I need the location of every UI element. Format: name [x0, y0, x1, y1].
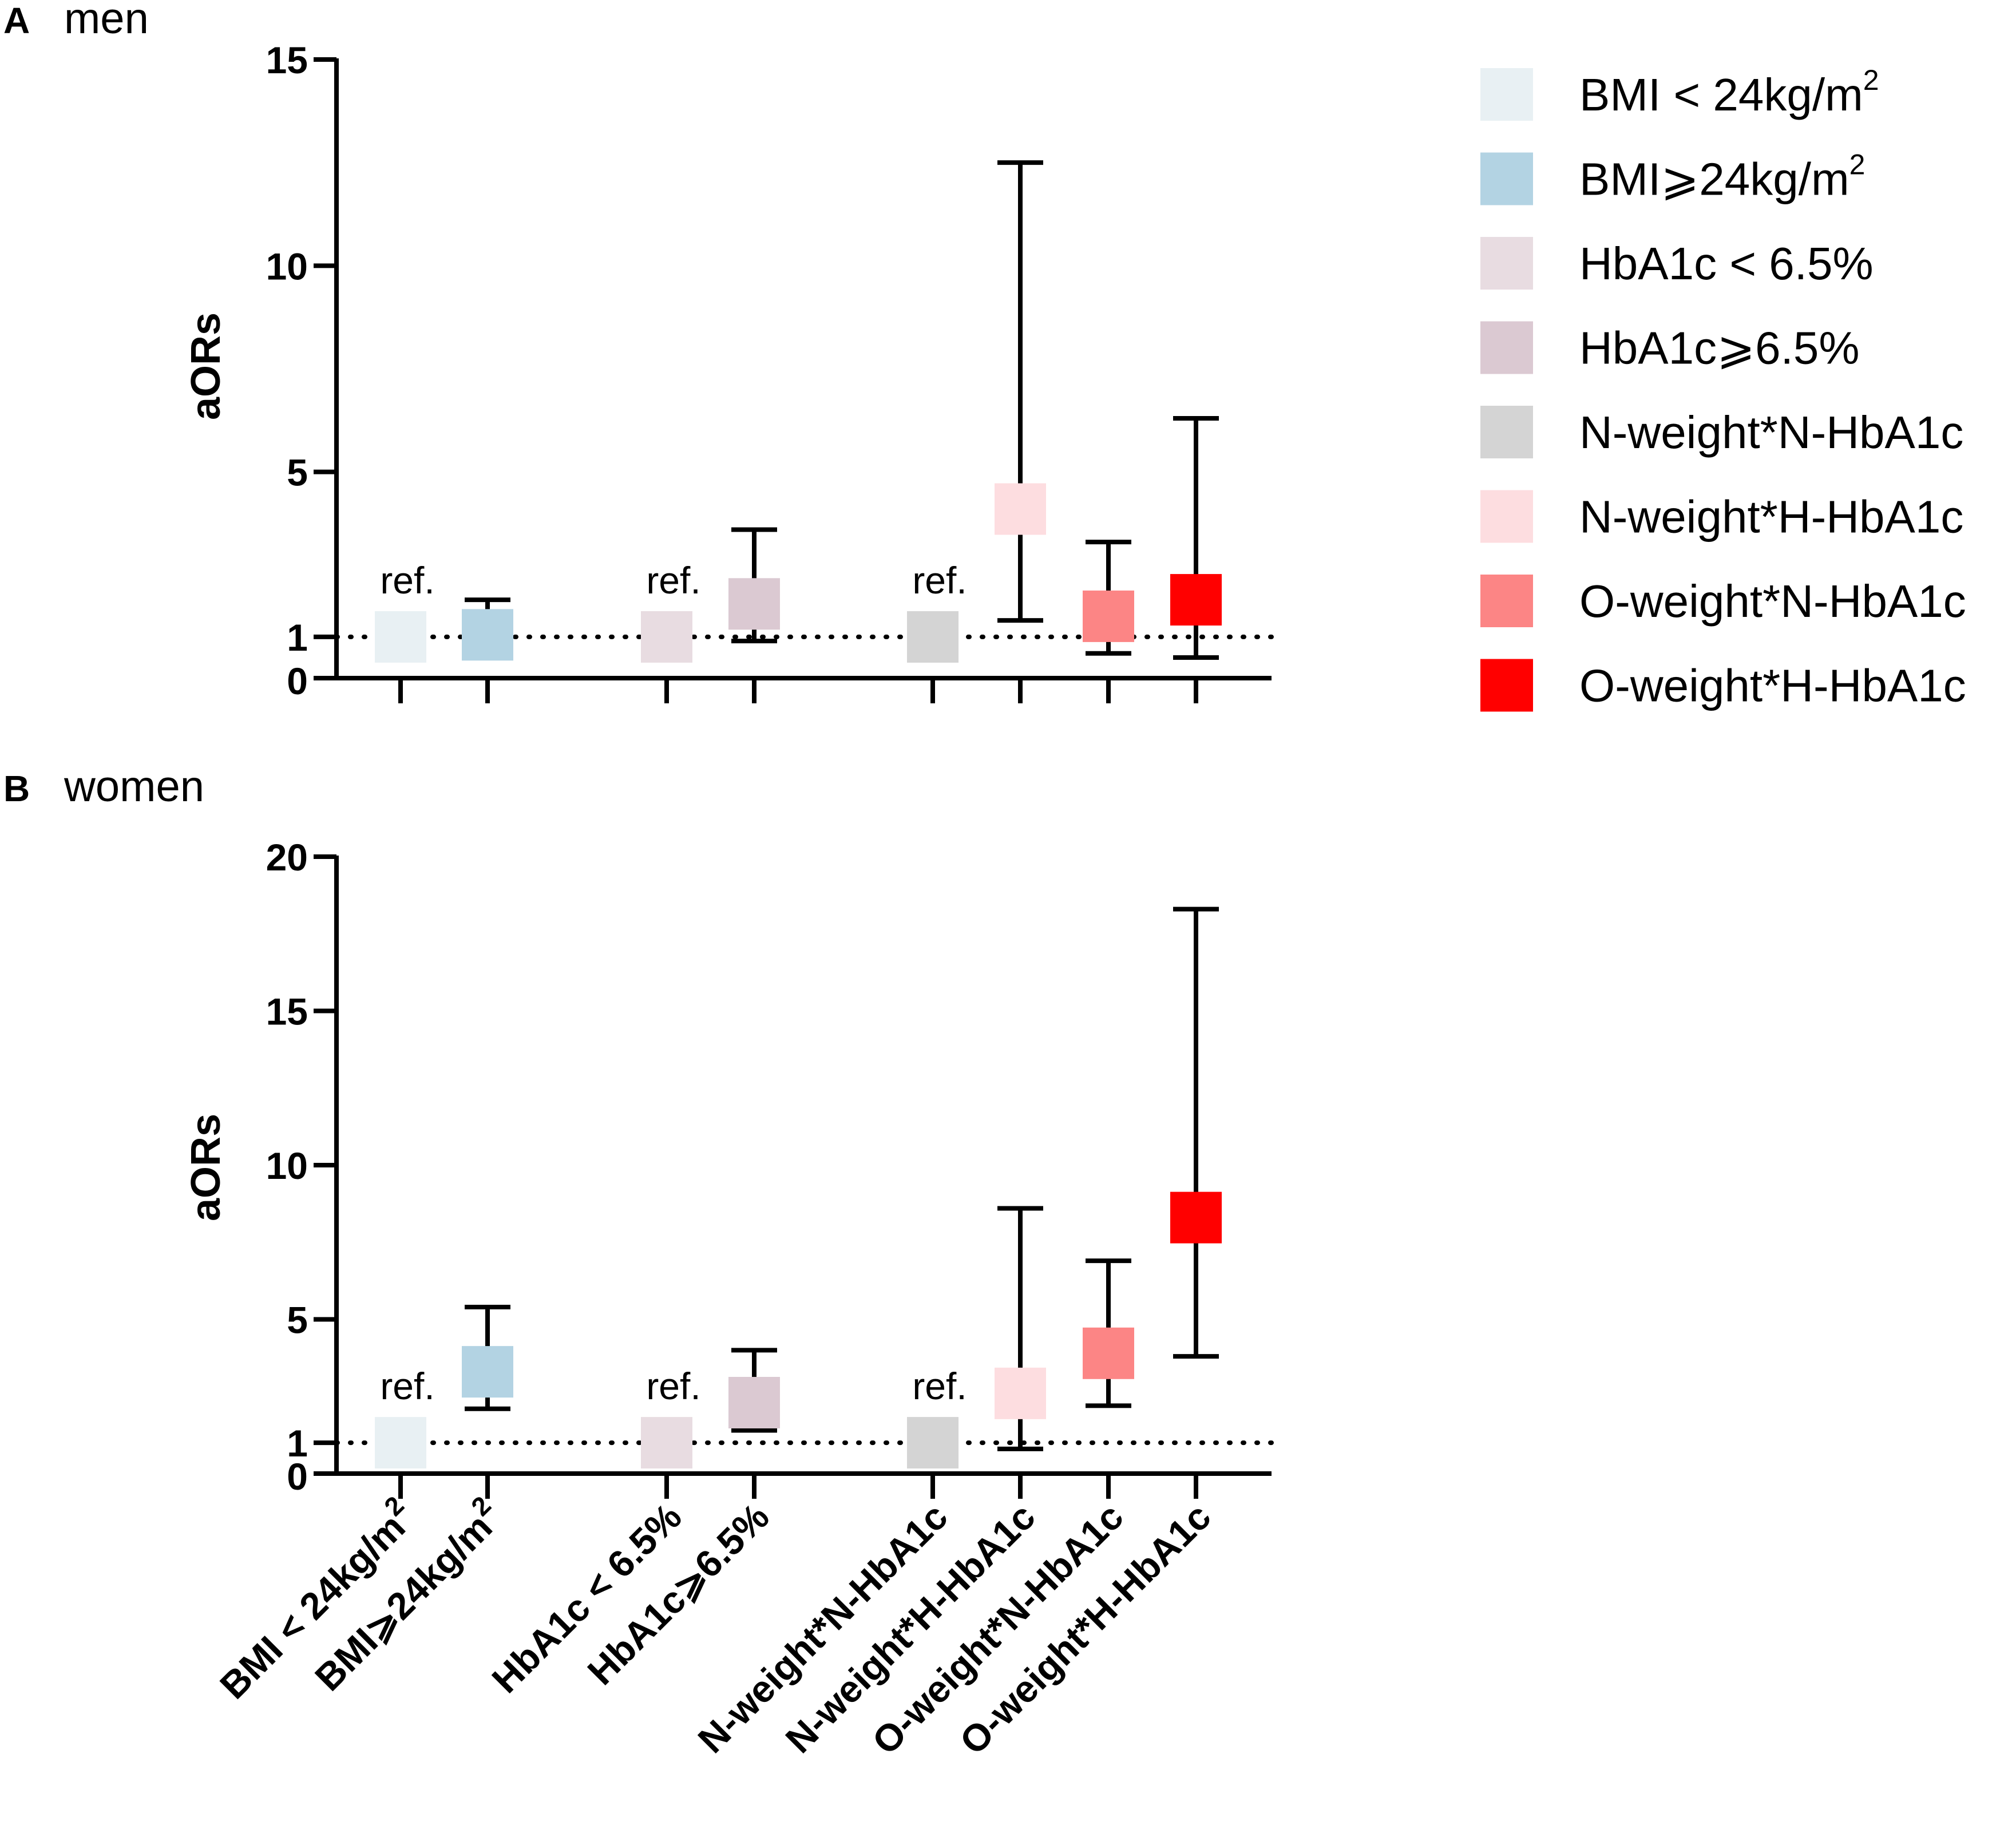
- panel-a-y-axis-label: aORs: [183, 312, 229, 420]
- panel-b-point-marker: [1083, 1327, 1134, 1379]
- legend-entry-text: O-weight*N-HbA1c: [1579, 576, 1966, 627]
- legend-entry-text: BMI < 24kg/m: [1579, 69, 1863, 120]
- panel-b-point-marker: [907, 1417, 959, 1469]
- panel-b-point-marker: [375, 1417, 426, 1469]
- panel-b-point-marker: [995, 1367, 1046, 1419]
- legend-entry-label: BMI⩾24kg/m2: [1579, 149, 1865, 205]
- legend-entry-label: N-weight*N-HbA1c: [1579, 407, 1963, 458]
- panel-b-y-tick-label: 15: [266, 991, 308, 1033]
- legend-entry-label: O-weight*N-HbA1c: [1579, 576, 1966, 627]
- legend-swatch: [1480, 406, 1533, 458]
- panel-a-point-marker: [1083, 590, 1134, 642]
- panel-a-point-marker: [728, 578, 780, 630]
- legend-entry-text: N-weight*N-HbA1c: [1579, 407, 1963, 458]
- panel-a-y-tick-label: 15: [266, 39, 308, 81]
- panel-b-y-tick-label: 1: [287, 1422, 308, 1464]
- legend-swatch: [1480, 575, 1533, 627]
- legend-swatch: [1480, 68, 1533, 121]
- panel-b-y-tick-label: 20: [266, 836, 308, 878]
- legend-entry-label: HbA1c < 6.5%: [1579, 238, 1874, 289]
- panel-a-point-marker: [1170, 574, 1222, 626]
- panel-a-title: men: [64, 0, 149, 43]
- panel-a-point-marker: [995, 483, 1046, 535]
- legend-entry-text: O-weight*H-HbA1c: [1579, 660, 1966, 711]
- panel-b-point-marker: [728, 1377, 780, 1429]
- panel-a-ref-label: ref.: [380, 559, 434, 601]
- panel-b-point-marker: [462, 1346, 513, 1398]
- panel-a-point-marker: [462, 609, 513, 661]
- panel-b-y-tick-label: 10: [266, 1145, 308, 1187]
- legend-entry-label: HbA1c⩾6.5%: [1579, 323, 1860, 374]
- panel-b-y-tick-label: 0: [287, 1455, 308, 1498]
- legend-entry-label: BMI < 24kg/m2: [1579, 64, 1879, 120]
- legend-swatch: [1480, 152, 1533, 205]
- legend-entry-superscript: 2: [1863, 64, 1879, 96]
- legend-swatch: [1480, 659, 1533, 712]
- legend-entry-label: N-weight*H-HbA1c: [1579, 492, 1963, 543]
- legend-entry-superscript: 2: [1849, 149, 1866, 181]
- panel-b-title: women: [64, 762, 204, 811]
- panel-a-point-marker: [907, 611, 959, 663]
- legend-entry-label: O-weight*H-HbA1c: [1579, 660, 1966, 711]
- panel-a-point-marker: [375, 611, 426, 663]
- panel-a-point-marker: [641, 611, 692, 663]
- legend-swatch: [1480, 237, 1533, 290]
- legend-entry-text: BMI⩾24kg/m: [1579, 154, 1849, 205]
- panel-b-ref-label: ref.: [912, 1365, 967, 1407]
- panel-b-letter: B: [3, 768, 30, 809]
- legend-entry-text: HbA1c < 6.5%: [1579, 238, 1874, 289]
- panel-a-y-tick-label: 0: [287, 660, 308, 702]
- legend-swatch: [1480, 490, 1533, 543]
- panel-a-y-tick-label: 1: [287, 616, 308, 659]
- panel-a-ref-label: ref.: [912, 559, 967, 601]
- panel-b-point-marker: [641, 1417, 692, 1469]
- panel-a-ref-label: ref.: [646, 559, 700, 601]
- panel-b-y-axis-label: aORs: [183, 1114, 229, 1221]
- legend-entry-text: N-weight*H-HbA1c: [1579, 492, 1963, 543]
- panel-b-ref-label: ref.: [646, 1365, 700, 1407]
- panel-a-y-tick-label: 5: [287, 452, 308, 494]
- panel-a-letter: A: [3, 0, 30, 41]
- legend-entry-text: HbA1c⩾6.5%: [1579, 323, 1860, 374]
- panel-b-y-tick-label: 5: [287, 1299, 308, 1341]
- panel-b-point-marker: [1170, 1191, 1222, 1244]
- panel-b-ref-label: ref.: [380, 1365, 434, 1407]
- legend-swatch: [1480, 321, 1533, 374]
- panel-a-y-tick-label: 10: [266, 245, 308, 287]
